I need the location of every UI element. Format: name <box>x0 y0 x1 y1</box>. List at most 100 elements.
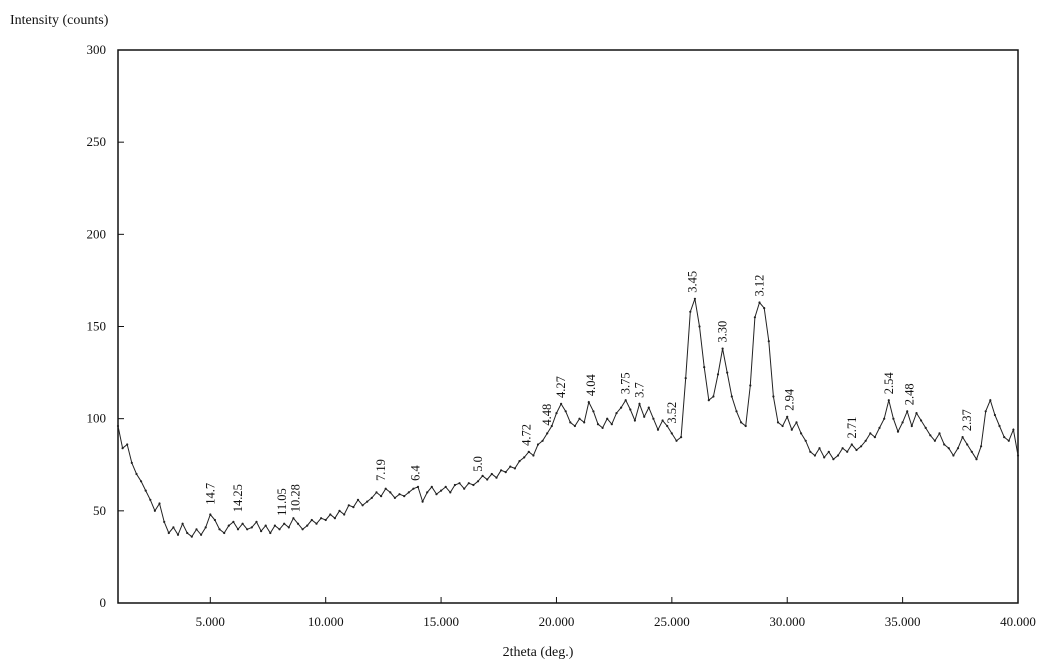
data-point <box>920 419 923 422</box>
data-point <box>832 458 835 461</box>
data-point <box>998 424 1001 428</box>
data-point <box>1016 454 1020 457</box>
data-point <box>569 421 572 424</box>
data-point <box>643 415 646 418</box>
data-point <box>444 485 447 488</box>
x-axis-title: 2theta (deg.) <box>503 645 574 660</box>
peak-annotations: 14.7 14.25 11.05 10.28 7.19 6.4 5.0 4.72 4.484.2… <box>203 271 974 516</box>
data-point <box>167 531 170 535</box>
data-point <box>467 482 470 485</box>
data-point <box>435 493 438 496</box>
peak-label: 14.25 <box>231 484 245 512</box>
data-point <box>610 423 613 426</box>
peak-label: 10.28 <box>289 484 303 512</box>
data-point <box>453 483 456 487</box>
data-point <box>772 395 775 398</box>
data-point <box>860 445 863 448</box>
x-axis: 5.000 10.000 15.000 20.000 25.000 30.000 35.00… <box>196 597 1036 629</box>
data-point <box>947 447 950 450</box>
data-point <box>583 421 586 424</box>
data-point <box>523 456 526 459</box>
data-point <box>149 498 152 501</box>
data-point <box>647 406 650 409</box>
peak-label: 2.71 <box>845 417 859 439</box>
data-point <box>689 310 692 313</box>
data-point <box>223 531 226 535</box>
data-point <box>896 430 900 433</box>
data-point <box>315 522 318 525</box>
data-point <box>555 412 558 415</box>
data-point <box>703 366 706 369</box>
x-tick-label: 5.000 <box>196 614 225 629</box>
data-point <box>767 340 770 343</box>
data-point <box>726 371 729 374</box>
data-point <box>504 471 507 474</box>
data-point <box>680 436 683 439</box>
peak-label: 4.72 <box>520 424 534 446</box>
peak-label: 11.05 <box>275 488 289 516</box>
data-point <box>578 417 581 420</box>
data-point <box>952 454 955 457</box>
data-point <box>790 428 793 431</box>
data-point <box>800 432 803 435</box>
data-point <box>915 412 918 415</box>
data-point <box>781 424 784 428</box>
data-point <box>624 399 627 402</box>
y-tick-label: 200 <box>87 226 107 241</box>
data-point <box>596 423 600 426</box>
data-point <box>910 424 913 428</box>
data-point <box>536 443 540 446</box>
data-point <box>495 476 498 479</box>
data-point <box>181 522 184 525</box>
data-point <box>675 439 678 442</box>
data-point <box>620 406 623 409</box>
data-point <box>449 491 452 494</box>
data-point <box>352 506 355 509</box>
data-point <box>292 517 295 520</box>
x-tick-label: 35.000 <box>885 614 921 629</box>
data-point <box>652 417 655 420</box>
data-point <box>509 465 512 468</box>
data-point <box>518 460 521 463</box>
data-point <box>929 434 932 437</box>
data-point <box>403 495 406 498</box>
data-point <box>306 524 309 527</box>
data-point <box>684 377 687 380</box>
data-point <box>984 410 987 413</box>
peak-label: 2.37 <box>960 409 974 431</box>
data-point <box>966 443 969 446</box>
data-point <box>232 520 235 524</box>
data-point <box>384 487 387 490</box>
data-point <box>241 522 244 525</box>
data-point <box>693 297 697 300</box>
data-point <box>749 384 752 387</box>
data-point <box>841 447 844 450</box>
y-axis: 0 50 100 150 200 250 300 <box>87 42 124 610</box>
data-point <box>809 450 812 453</box>
data-point <box>121 447 124 450</box>
data-point <box>246 528 249 531</box>
data-point <box>776 421 780 424</box>
data-point <box>956 447 960 450</box>
data-point <box>943 443 946 446</box>
data-point <box>804 439 807 442</box>
x-tick-label: 40.000 <box>1000 614 1036 629</box>
peak-label: 2.94 <box>783 388 797 411</box>
data-point <box>278 528 281 531</box>
data-point <box>361 504 364 507</box>
x-tick-label: 25.000 <box>654 614 690 629</box>
peak-label: 3.45 <box>686 271 700 293</box>
data-point <box>606 417 609 420</box>
data-point <box>273 524 276 527</box>
data-point <box>564 410 567 413</box>
peak-label: 4.48 <box>540 404 554 426</box>
data-point <box>412 487 415 490</box>
peak-label: 3.12 <box>753 275 767 297</box>
data-point <box>823 456 826 459</box>
data-point <box>878 426 881 429</box>
data-point <box>227 524 230 527</box>
peak-label: 2.48 <box>902 383 916 405</box>
data-point <box>209 513 212 516</box>
data-point <box>873 436 877 439</box>
y-tick-label: 300 <box>87 42 107 57</box>
